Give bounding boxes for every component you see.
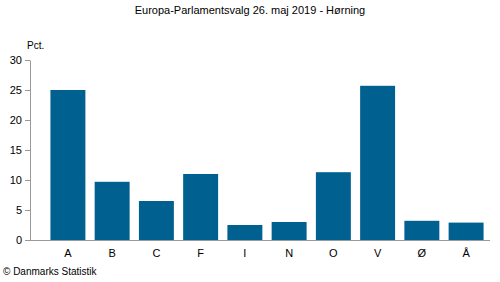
x-tick-label: O (329, 247, 338, 259)
x-tick: O (329, 240, 338, 259)
baseline (30, 240, 490, 241)
x-tick-label: C (152, 247, 160, 259)
bar (95, 182, 130, 240)
y-tick-mark (25, 150, 30, 151)
x-tick: N (285, 240, 293, 259)
x-tick-label: B (108, 247, 115, 259)
source: © Danmarks Statistik (3, 266, 98, 277)
x-tick-label: A (64, 247, 72, 259)
y-tick-label: 20 (10, 114, 22, 126)
y-tick-label: 30 (10, 54, 22, 66)
x-tick: Ø (418, 240, 427, 259)
y-tick: 5 (16, 204, 30, 216)
y-tick-mark (25, 90, 30, 91)
y-tick: 20 (10, 114, 30, 126)
x-tick: V (374, 240, 382, 259)
y-tick: 10 (10, 174, 30, 186)
bar (183, 174, 218, 240)
x-tick: C (152, 240, 160, 259)
y-tick-mark (25, 60, 30, 61)
x-tick-label: I (243, 247, 246, 259)
bar (227, 225, 262, 240)
bar (449, 223, 484, 240)
x-tick-label: Ø (418, 247, 427, 259)
x-tick: I (243, 240, 246, 259)
x-tick-label: V (374, 247, 382, 259)
y-tick-label: 25 (10, 84, 22, 96)
x-axis: ABCFINOVØÅ (47, 240, 489, 259)
y-tick-label: 0 (16, 234, 22, 246)
title: Europa-Parlamentsvalg 26. maj 2019 - Hør… (135, 4, 366, 16)
x-tick: F (197, 240, 204, 259)
y-tick-label: 5 (16, 204, 22, 216)
bar (139, 201, 174, 240)
y-axis: 0 5 10 15 20 25 30 (10, 54, 31, 246)
y-axis-label: Pct. (27, 40, 44, 51)
chart: Europa-Parlamentsvalg 26. maj 2019 - Hør… (0, 0, 500, 282)
y-axis-line (30, 61, 31, 241)
y-tick-mark (25, 240, 30, 241)
x-axis-line (47, 240, 489, 241)
y-tick-mark (25, 180, 30, 181)
y-tick: 15 (10, 144, 30, 156)
bar (404, 221, 439, 240)
y-tick-label: 10 (10, 174, 22, 186)
bars (50, 86, 483, 240)
y-tick-label: 15 (10, 144, 22, 156)
bar (360, 86, 395, 240)
y-tick-mark (25, 210, 30, 211)
y-tick-mark (25, 120, 30, 121)
bar (50, 90, 85, 240)
y-tick: 25 (10, 84, 30, 96)
x-tick-label: N (285, 247, 293, 259)
y-tick: 30 (10, 54, 30, 66)
y-tick: 0 (16, 234, 30, 246)
x-tick-label: F (197, 247, 204, 259)
x-tick: Å (462, 240, 470, 259)
x-tick-label: Å (462, 247, 470, 259)
bar (272, 222, 307, 240)
x-tick: B (108, 240, 115, 259)
bar (316, 172, 351, 240)
x-tick: A (64, 240, 72, 259)
